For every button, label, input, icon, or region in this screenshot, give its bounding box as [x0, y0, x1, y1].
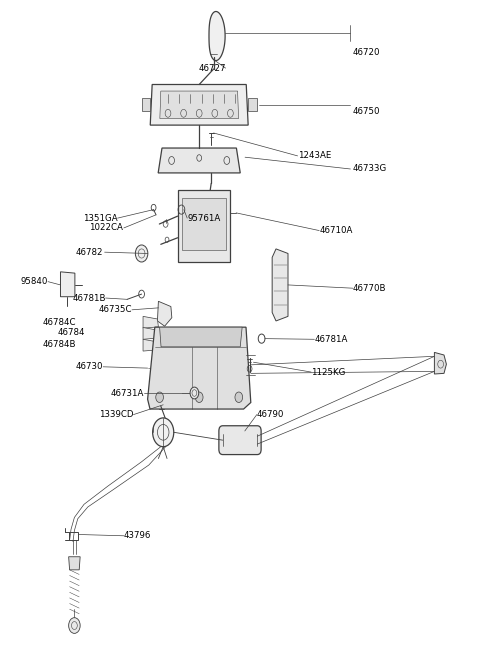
Circle shape — [69, 618, 80, 633]
Circle shape — [235, 392, 242, 402]
Text: 46710A: 46710A — [319, 226, 353, 235]
Polygon shape — [148, 328, 251, 409]
Polygon shape — [60, 272, 75, 297]
Text: 46784B: 46784B — [42, 340, 76, 349]
Text: 1351GA: 1351GA — [83, 214, 118, 223]
Polygon shape — [159, 328, 242, 347]
Polygon shape — [158, 148, 240, 173]
Circle shape — [195, 392, 203, 402]
Circle shape — [153, 418, 174, 447]
Polygon shape — [142, 98, 150, 111]
Text: 46750: 46750 — [353, 107, 380, 116]
Polygon shape — [143, 316, 158, 328]
Text: 46784: 46784 — [58, 328, 85, 337]
Polygon shape — [69, 557, 80, 570]
Circle shape — [156, 392, 164, 402]
Polygon shape — [182, 198, 226, 250]
FancyBboxPatch shape — [219, 426, 261, 455]
Polygon shape — [150, 84, 248, 125]
Polygon shape — [209, 12, 225, 60]
Text: 46781A: 46781A — [314, 335, 348, 344]
Text: 46782: 46782 — [76, 248, 103, 257]
Circle shape — [135, 245, 148, 262]
Text: 95840: 95840 — [21, 277, 48, 286]
Text: 46781B: 46781B — [72, 293, 106, 303]
Text: 46735C: 46735C — [98, 305, 132, 314]
Text: 95761A: 95761A — [187, 214, 220, 223]
Text: 46730: 46730 — [76, 362, 103, 371]
Text: 46770B: 46770B — [353, 284, 386, 293]
Text: 1022CA: 1022CA — [88, 223, 122, 233]
Polygon shape — [248, 98, 257, 111]
Polygon shape — [143, 339, 158, 351]
Text: 46727: 46727 — [198, 64, 226, 73]
Text: 1339CD: 1339CD — [99, 410, 133, 419]
Polygon shape — [272, 249, 288, 321]
Polygon shape — [143, 328, 158, 339]
Text: 1243AE: 1243AE — [298, 151, 331, 160]
Circle shape — [190, 387, 199, 399]
Polygon shape — [157, 301, 172, 326]
Text: 43796: 43796 — [124, 531, 151, 540]
Polygon shape — [434, 352, 446, 374]
Text: 46720: 46720 — [353, 48, 380, 57]
Text: 46790: 46790 — [257, 410, 284, 419]
Text: 1125KG: 1125KG — [311, 367, 346, 377]
Text: 46733G: 46733G — [353, 164, 387, 174]
Polygon shape — [160, 91, 239, 119]
Text: 46731A: 46731A — [110, 388, 144, 398]
Polygon shape — [178, 190, 230, 262]
Text: 46784C: 46784C — [42, 318, 76, 327]
